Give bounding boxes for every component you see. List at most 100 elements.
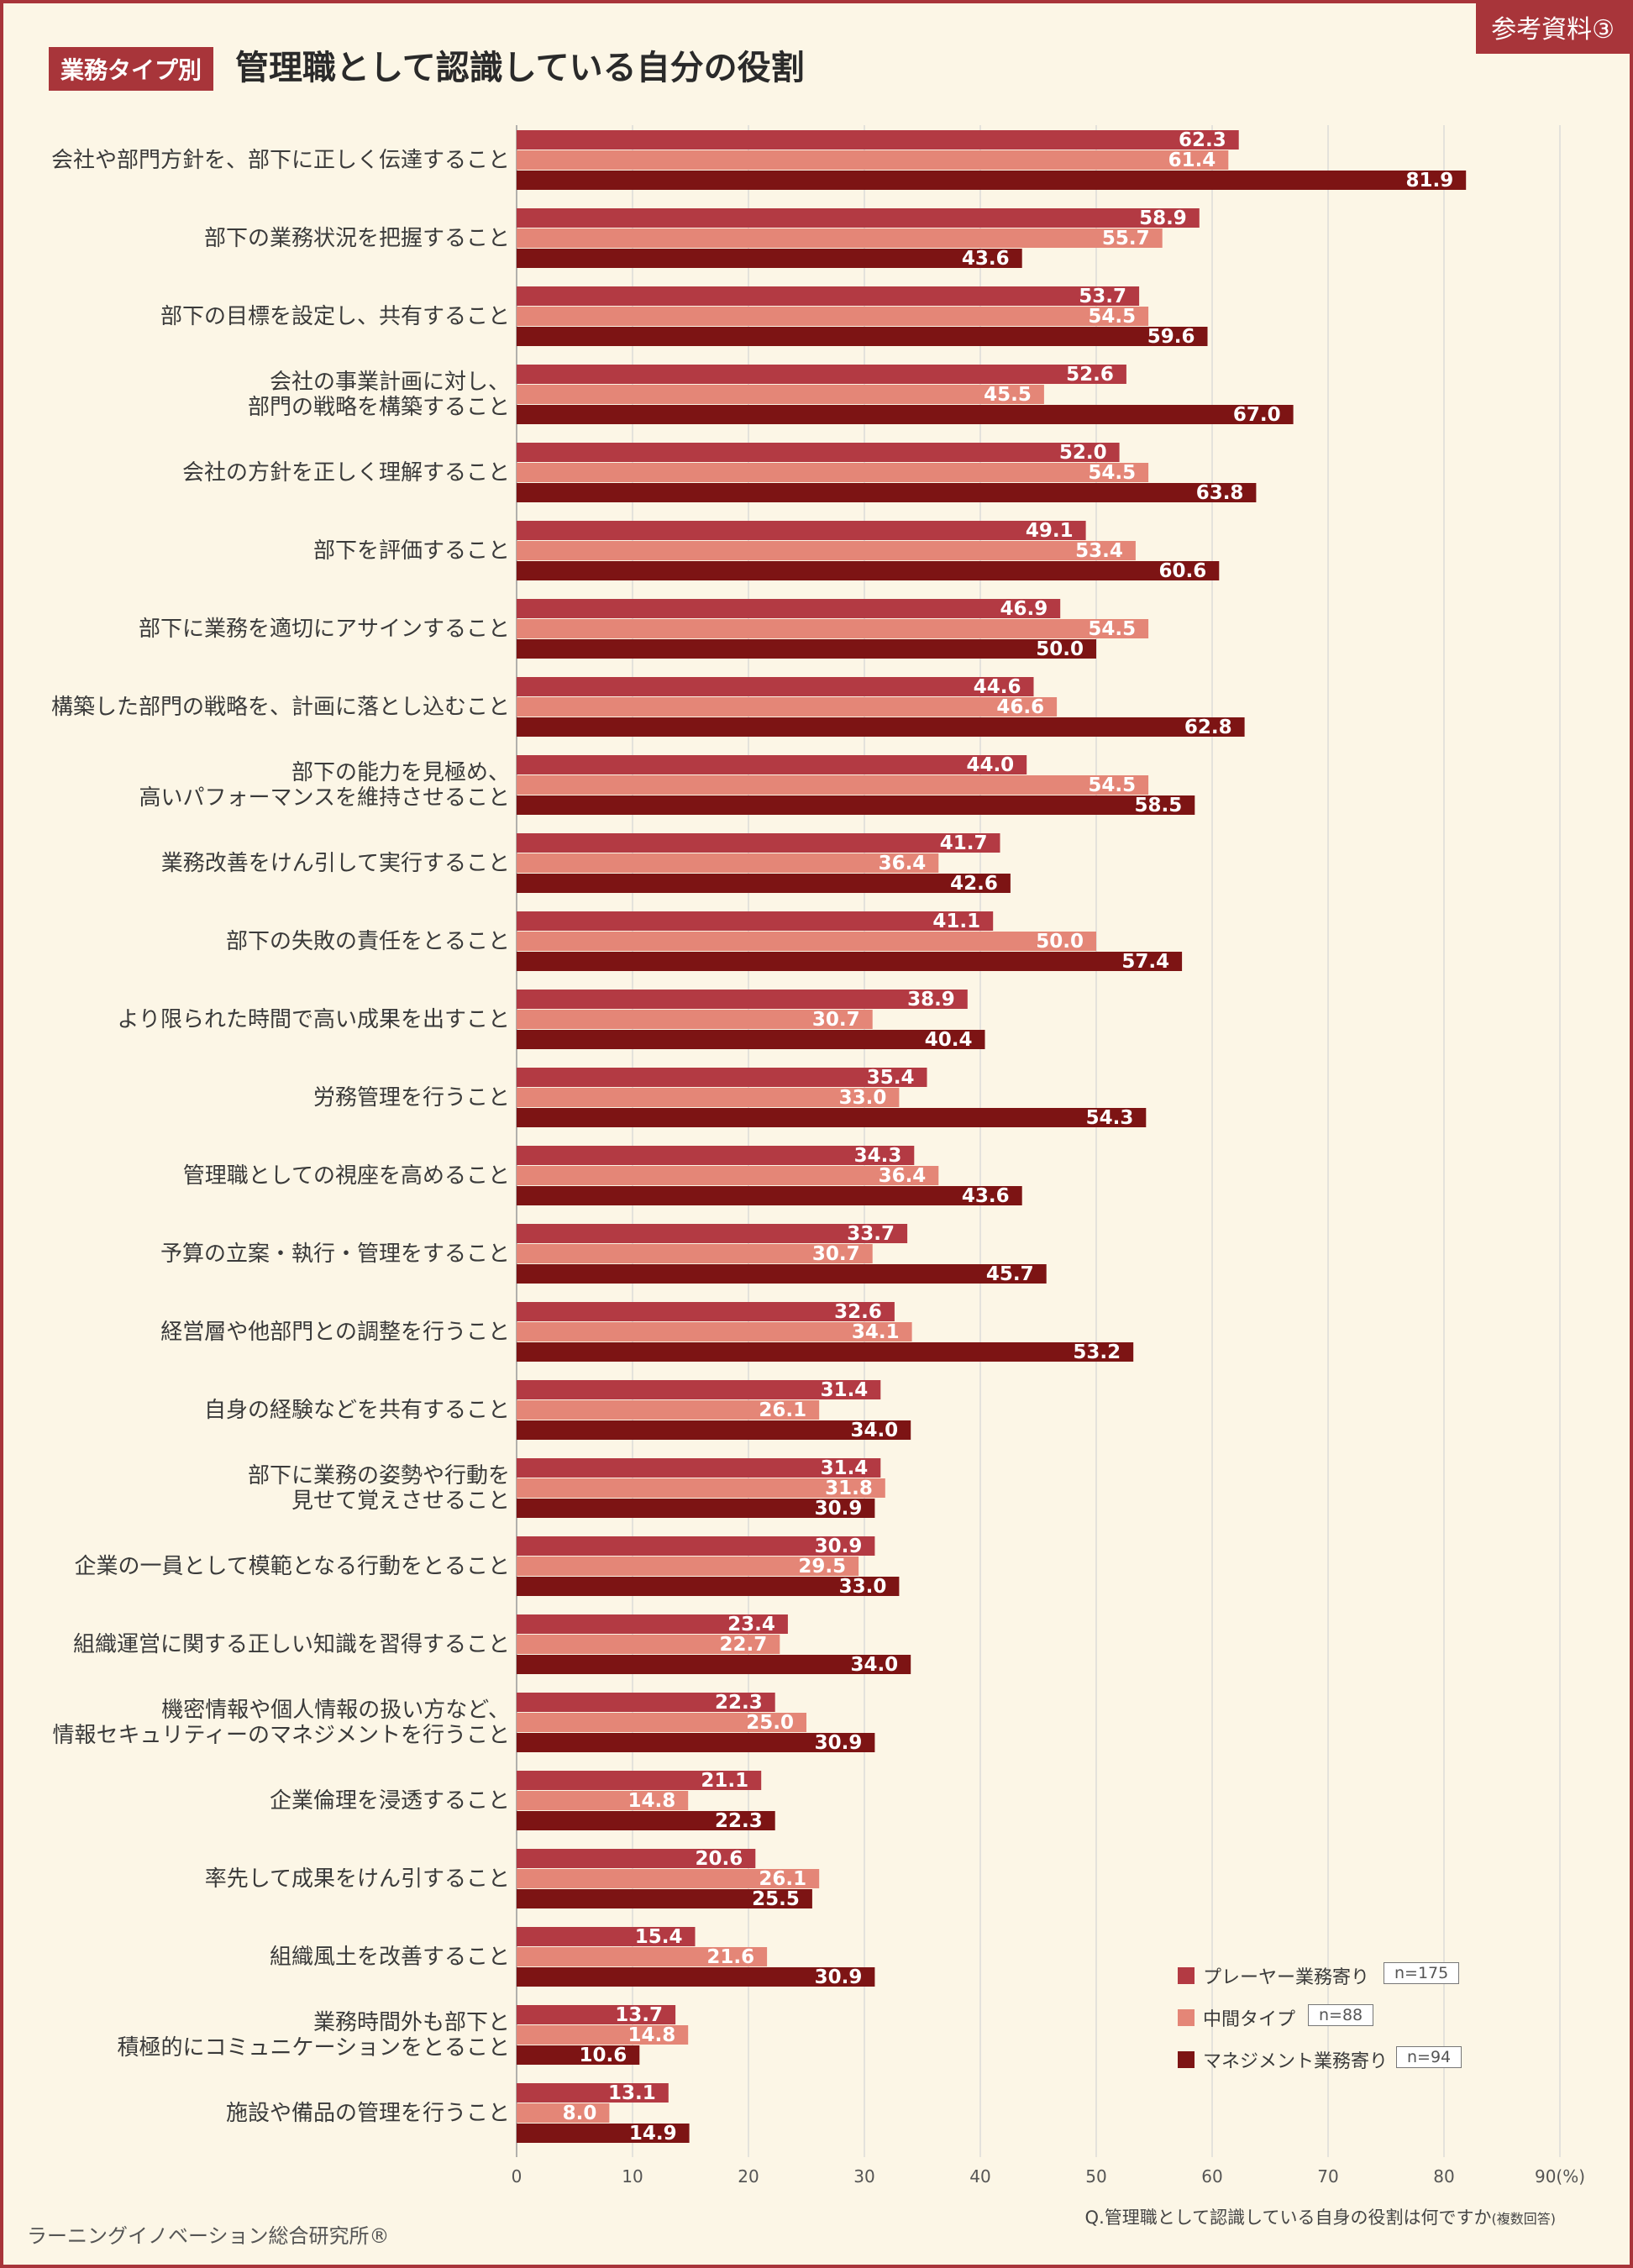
value-label: 44.0 bbox=[966, 754, 1014, 776]
bar bbox=[517, 1458, 881, 1478]
legend-label: マネジメント業務寄り bbox=[1203, 2051, 1389, 2072]
x-tick-label: 10 bbox=[622, 2166, 643, 2187]
bar bbox=[517, 1302, 895, 1321]
category-label: 施設や備品の管理を行うこと bbox=[226, 2101, 510, 2126]
value-label: 22.7 bbox=[720, 1634, 768, 1656]
bar bbox=[517, 1557, 859, 1576]
value-label: 41.1 bbox=[932, 911, 980, 932]
value-label: 34.0 bbox=[850, 1654, 898, 1676]
bar bbox=[517, 755, 1027, 774]
bar bbox=[517, 911, 994, 931]
bar bbox=[517, 521, 1086, 540]
value-label: 42.6 bbox=[950, 873, 998, 895]
legend-swatch bbox=[1178, 1967, 1195, 1984]
category-label: より限られた時間で高い成果を出すこと bbox=[118, 1007, 510, 1032]
bar bbox=[517, 1967, 875, 1987]
value-label: 52.0 bbox=[1059, 442, 1107, 464]
value-label: 67.0 bbox=[1233, 404, 1281, 426]
value-label: 63.8 bbox=[1196, 482, 1244, 504]
x-tick-label: 60 bbox=[1201, 2166, 1222, 2187]
value-label: 34.0 bbox=[850, 1420, 898, 1441]
category-label: 企業倫理を浸透すること bbox=[270, 1788, 510, 1814]
value-label: 44.6 bbox=[974, 676, 1021, 698]
x-tick-label: 0 bbox=[512, 2166, 522, 2187]
bar bbox=[517, 1166, 939, 1185]
value-label: 31.4 bbox=[821, 1457, 869, 1479]
value-label: 10.6 bbox=[580, 2045, 627, 2066]
bar bbox=[517, 1771, 762, 1790]
value-label: 23.4 bbox=[727, 1614, 775, 1635]
category-label: 組織運営に関する正しい知識を習得すること bbox=[73, 1632, 510, 1657]
bar bbox=[517, 599, 1061, 618]
value-label: 30.9 bbox=[815, 1536, 863, 1557]
value-label: 14.8 bbox=[627, 2024, 675, 2046]
value-label: 45.7 bbox=[986, 1263, 1034, 1285]
bar bbox=[517, 990, 968, 1009]
category-label: 企業の一員として模範となる行動をとること bbox=[75, 1554, 510, 1579]
value-label: 50.0 bbox=[1036, 931, 1084, 953]
bar bbox=[517, 1577, 900, 1596]
bar bbox=[517, 561, 1220, 580]
value-label: 45.5 bbox=[984, 384, 1032, 406]
bar bbox=[517, 1224, 908, 1243]
value-label: 49.1 bbox=[1026, 520, 1074, 542]
category-label: 部下に業務を適切にアサインすること bbox=[139, 617, 510, 642]
bar bbox=[517, 1499, 875, 1518]
bar bbox=[517, 307, 1149, 326]
value-label: 62.8 bbox=[1184, 717, 1232, 738]
value-label: 33.0 bbox=[839, 1087, 887, 1109]
value-label: 30.7 bbox=[812, 1009, 860, 1031]
legend-sample-size: n=88 bbox=[1308, 2004, 1374, 2026]
value-label: 54.3 bbox=[1086, 1107, 1134, 1129]
value-label: 53.2 bbox=[1073, 1341, 1121, 1363]
bar bbox=[517, 1927, 696, 1946]
bar bbox=[517, 1947, 768, 1966]
value-label: 57.4 bbox=[1121, 951, 1169, 973]
question-text: Q.管理職として認識している自身の役割は何ですか bbox=[1084, 2208, 1492, 2228]
x-tick-label: 70 bbox=[1317, 2166, 1338, 2187]
x-tick-label: 30 bbox=[853, 2166, 874, 2187]
bar bbox=[517, 2025, 689, 2045]
category-label: 部下の業務状況を把握すること bbox=[204, 226, 510, 251]
bar bbox=[517, 2124, 690, 2143]
bar bbox=[517, 775, 1149, 795]
bar bbox=[517, 365, 1126, 384]
reference-badge: 参考資料③ bbox=[1476, 3, 1630, 54]
value-label: 30.9 bbox=[815, 1498, 863, 1520]
bar bbox=[517, 795, 1195, 815]
value-label: 13.7 bbox=[615, 2004, 663, 2026]
value-label: 32.6 bbox=[834, 1301, 882, 1323]
bar bbox=[517, 1068, 927, 1087]
value-label: 54.5 bbox=[1088, 618, 1136, 640]
bar bbox=[517, 2045, 640, 2065]
value-label: 55.7 bbox=[1102, 228, 1150, 249]
category-label: 組織風土を改善すること bbox=[270, 1945, 510, 1970]
bar bbox=[517, 1733, 875, 1752]
value-label: 31.4 bbox=[821, 1379, 869, 1401]
value-label: 60.6 bbox=[1159, 560, 1207, 582]
question-footnote: Q.管理職として認識している自身の役割は何ですか(複数回答) bbox=[1085, 2204, 1556, 2229]
value-label: 33.0 bbox=[839, 1576, 887, 1598]
bar bbox=[517, 1713, 806, 1732]
value-label: 36.4 bbox=[879, 853, 927, 874]
category-label: 会社の事業計画に対し、 bbox=[270, 370, 510, 395]
category-label: 率先して成果をけん引すること bbox=[205, 1866, 510, 1892]
value-label: 25.5 bbox=[752, 1888, 800, 1910]
x-tick-label: 50 bbox=[1085, 2166, 1106, 2187]
value-label: 81.9 bbox=[1405, 170, 1453, 192]
value-label: 58.5 bbox=[1135, 795, 1183, 816]
value-label: 43.6 bbox=[962, 1185, 1010, 1207]
question-note: (複数回答) bbox=[1491, 2211, 1557, 2227]
value-label: 53.4 bbox=[1075, 540, 1123, 562]
bar bbox=[517, 405, 1294, 424]
bar bbox=[517, 932, 1096, 951]
legend-swatch bbox=[1178, 2009, 1195, 2026]
category-label: 予算の立案・執行・管理をすること bbox=[160, 1242, 510, 1267]
bar bbox=[517, 249, 1022, 268]
value-label: 54.5 bbox=[1088, 462, 1136, 484]
bar bbox=[517, 1186, 1022, 1205]
bar bbox=[517, 1614, 788, 1634]
value-label: 43.6 bbox=[962, 248, 1010, 270]
bar bbox=[517, 385, 1044, 404]
bar bbox=[517, 1146, 915, 1165]
